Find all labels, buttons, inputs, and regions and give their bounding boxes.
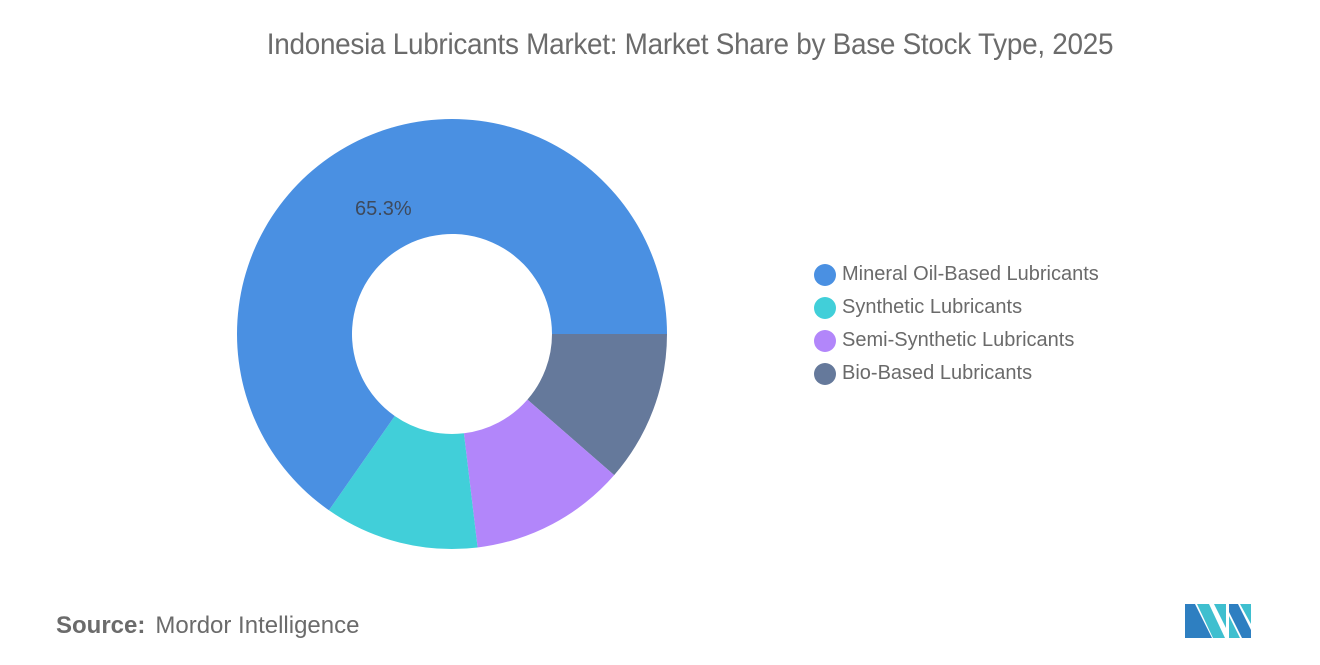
slice-bio-based[interactable] (527, 334, 667, 476)
source-key: Source: (56, 612, 146, 639)
slice-synthetic[interactable] (328, 415, 478, 549)
legend-item-mineral[interactable]: Mineral Oil-Based Lubricants (814, 258, 1099, 291)
donut-slices (237, 119, 667, 549)
legend-label: Semi-Synthetic Lubricants (842, 329, 1075, 351)
slice-label-mineral: 65.3% (355, 198, 412, 220)
legend-item-semi-synthetic[interactable]: Semi-Synthetic Lubricants (814, 324, 1099, 357)
chart-legend: Mineral Oil-Based Lubricants Synthetic L… (814, 258, 1099, 390)
source-note: Source: Mordor Intelligence (56, 612, 359, 640)
legend-label: Synthetic Lubricants (842, 296, 1023, 318)
slice-mineral[interactable] (237, 119, 667, 511)
legend-label: Mineral Oil-Based Lubricants (842, 263, 1099, 285)
legend-dot-icon (814, 296, 836, 319)
legend-dot-icon (814, 362, 836, 385)
legend-item-bio-based[interactable]: Bio-Based Lubricants (814, 357, 1099, 390)
chart-title: Indonesia Lubricants Market: Market Shar… (266, 28, 1114, 61)
legend-label: Bio-Based Lubricants (842, 362, 1033, 384)
legend-item-synthetic[interactable]: Synthetic Lubricants (814, 291, 1099, 324)
mordor-intelligence-logo-icon (1185, 604, 1251, 638)
legend-dot-icon (814, 263, 836, 286)
legend-dot-icon (814, 329, 836, 352)
slice-semi-synthetic[interactable] (463, 399, 615, 548)
source-value: Mordor Intelligence (155, 612, 360, 639)
